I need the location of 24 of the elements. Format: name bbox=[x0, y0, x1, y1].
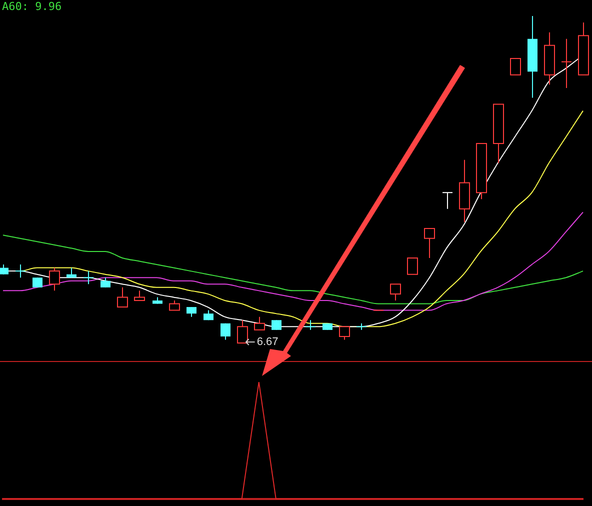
candlestick bbox=[562, 38, 572, 88]
candlestick bbox=[237, 320, 248, 344]
candlestick bbox=[169, 300, 180, 311]
candlestick bbox=[220, 322, 230, 340]
candlestick bbox=[117, 286, 128, 308]
candlestick bbox=[390, 284, 401, 301]
candlestick bbox=[424, 228, 435, 258]
candlestick bbox=[32, 277, 42, 288]
candlestick bbox=[339, 326, 350, 340]
candlestick bbox=[407, 257, 418, 275]
candlestick bbox=[0, 264, 8, 275]
candlestick bbox=[306, 320, 316, 330]
candlestick bbox=[254, 316, 265, 330]
candlestick bbox=[49, 267, 60, 292]
candlestick bbox=[186, 306, 196, 318]
candlestick bbox=[272, 320, 282, 330]
candlestick bbox=[84, 270, 94, 285]
candlestick bbox=[442, 192, 452, 210]
candlestick bbox=[510, 58, 521, 76]
candlestick bbox=[134, 290, 145, 301]
candlestick bbox=[100, 277, 110, 288]
annotation: 6.67 bbox=[256, 336, 278, 348]
candlestick bbox=[16, 264, 26, 278]
chart-title: A60: 9.96 bbox=[2, 0, 62, 13]
